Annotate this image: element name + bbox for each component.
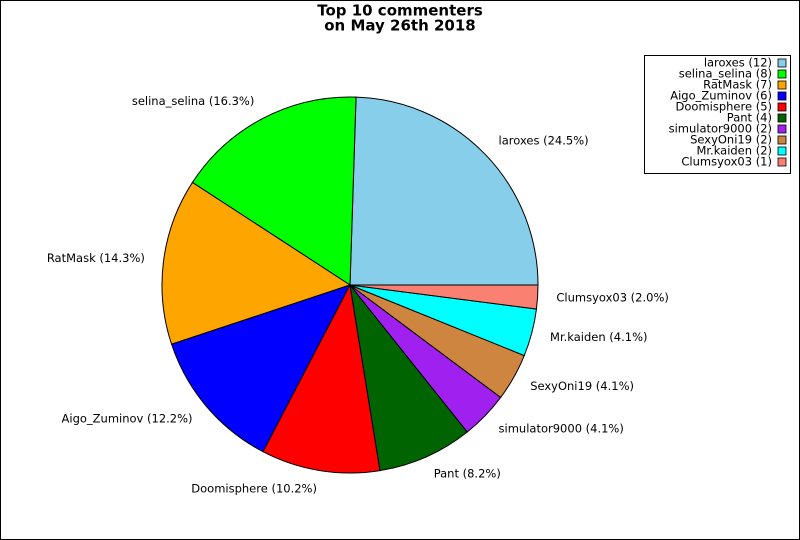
legend-swatch: [777, 58, 787, 68]
pie-slice: [349, 283, 468, 472]
legend-swatch: [777, 102, 787, 112]
legend-swatch: [777, 113, 787, 123]
legend-swatch: [777, 157, 787, 167]
legend-box: [644, 55, 791, 174]
slice-label: laroxes (24.5%): [499, 134, 589, 148]
legend-swatch: [777, 146, 787, 156]
chart-title: on May 26th 2018: [324, 17, 476, 35]
pie-slice: [349, 96, 539, 286]
legend-label: RatMask (7): [703, 78, 772, 92]
slice-label: Doomisphere (10.2%): [191, 482, 317, 496]
slice-label: selina_selina (16.3%): [132, 94, 255, 108]
slice-label: SexyOni19 (4.1%): [530, 379, 634, 393]
legend-label: Mr.kaiden (2): [696, 144, 772, 158]
pie-slice: [161, 181, 352, 345]
legend-label: SexyOni19 (2): [690, 133, 772, 147]
legend-label: laroxes (12): [704, 56, 772, 70]
slice-label: Aigo_Zuminov (12.2%): [62, 412, 193, 426]
legend-swatch: [777, 91, 787, 101]
pie-slice: [262, 283, 381, 474]
slice-label: RatMask (14.3%): [47, 251, 145, 265]
slice-label: Clumsyox03 (2.0%): [556, 291, 668, 305]
legend-swatch: [777, 124, 787, 134]
legend-label: Doomisphere (5): [676, 100, 772, 114]
pie-slice: [349, 284, 539, 310]
legend-swatch: [777, 80, 787, 90]
slice-label: simulator9000 (4.1%): [499, 421, 624, 435]
slice-label: Pant (8.2%): [434, 467, 501, 481]
legend-label: Aigo_Zuminov (6): [670, 89, 772, 103]
pie-slice: [170, 284, 352, 453]
legend-label: Pant (4): [727, 111, 772, 125]
legend-label: Clumsyox03 (1): [681, 155, 772, 169]
slice-label: Mr.kaiden (4.1%): [550, 330, 647, 344]
legend-label: simulator9000 (2): [669, 122, 772, 136]
chart-title: Top 10 commenters: [317, 2, 483, 20]
legend-label: selina_selina (8): [679, 67, 772, 81]
legend-swatch: [777, 135, 787, 145]
legend-swatch: [777, 69, 787, 79]
pie-slice: [191, 96, 357, 286]
